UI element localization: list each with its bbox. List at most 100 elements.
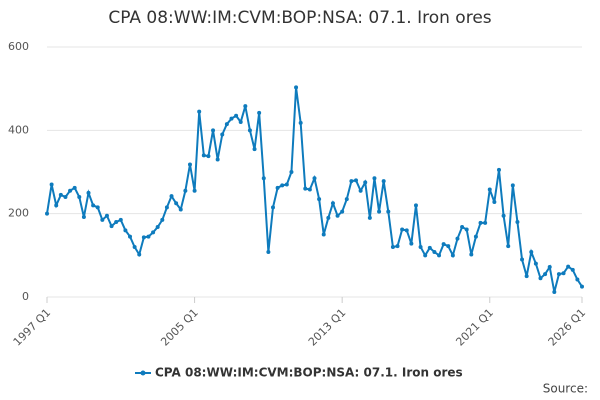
point [427,245,432,250]
point [418,245,423,249]
point [330,201,335,206]
point [197,109,202,114]
point [284,182,289,187]
point [520,257,525,262]
point [312,176,317,181]
point [164,205,169,210]
point [114,220,119,224]
point [86,190,91,195]
point [510,183,515,188]
point [257,110,262,115]
point [169,194,174,199]
point [100,217,105,222]
point [496,167,501,172]
point [294,85,299,90]
point [492,200,497,204]
point [201,153,206,158]
point [473,234,478,239]
point [326,215,331,220]
point [354,178,359,183]
point [377,209,382,214]
point [390,245,395,249]
point [506,244,511,249]
point [104,213,109,218]
point [155,225,160,229]
point [561,271,566,276]
point [386,209,391,214]
point [413,203,418,208]
point [340,209,345,214]
point [529,250,534,254]
point [363,180,368,185]
y-tick-label: 600 [8,40,29,53]
point [437,253,442,258]
point [464,227,469,232]
point [524,274,529,279]
x-tick-label: 2013 Q1 [306,306,349,349]
point [118,217,123,222]
point [533,261,538,266]
point [460,225,465,229]
point [487,187,492,192]
point [146,234,151,239]
point [238,120,243,124]
point [515,220,520,224]
legend-marker [140,370,146,376]
point [123,228,128,233]
point [141,235,146,240]
point [289,170,294,174]
point [81,215,86,219]
point [54,203,59,208]
point [58,192,63,197]
point [570,267,575,272]
point [63,195,68,199]
point [215,157,220,162]
point [478,220,483,225]
point [538,276,543,281]
point [95,205,100,210]
point [400,227,405,232]
point [266,250,271,254]
source: Source: [543,382,588,396]
point [128,234,133,239]
point [72,185,77,190]
point [132,245,137,249]
point [243,104,248,109]
point [321,232,326,237]
point [77,195,82,199]
point [441,242,446,247]
point [450,253,455,258]
point [49,182,54,187]
point [455,236,460,241]
point [566,264,571,269]
point [261,176,266,181]
point [501,213,506,218]
point [187,162,192,167]
point [211,128,216,133]
point [580,284,584,289]
point [109,224,114,229]
point [432,250,437,254]
point [367,215,372,220]
point [404,228,409,233]
series-line [46,87,583,293]
point [543,272,548,277]
point [307,187,312,192]
point [395,244,400,249]
point [68,188,73,193]
point [224,122,229,127]
point [220,132,225,137]
point [178,207,183,212]
x-tick-label: 2005 Q1 [158,306,201,349]
point [275,185,280,190]
point [552,290,557,294]
chart-title: CPA 08:WW:IM:CVM:BOP:NSA: 07.1. Iron ore… [108,8,491,28]
point [409,241,414,246]
point [372,176,377,181]
point [229,116,234,121]
point [317,197,322,202]
point [358,188,363,193]
point [234,113,239,118]
y-tick-label: 400 [8,123,29,136]
point [423,253,428,258]
